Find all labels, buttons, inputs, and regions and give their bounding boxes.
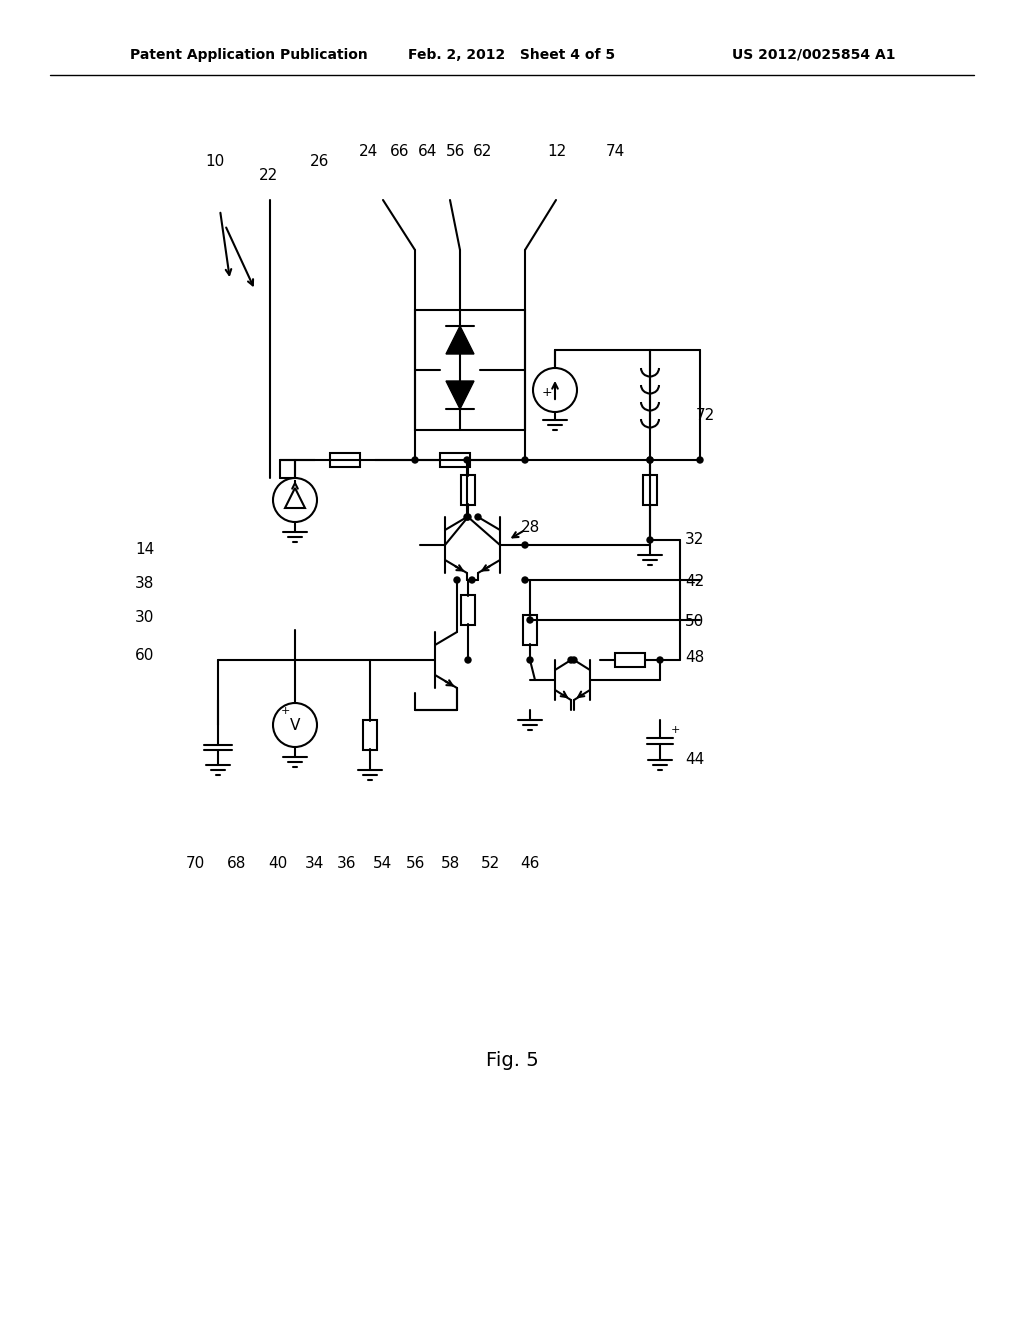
Text: 14: 14 [135, 543, 155, 557]
Text: 58: 58 [440, 855, 460, 870]
Circle shape [568, 657, 574, 663]
Text: 62: 62 [473, 144, 493, 160]
Circle shape [273, 478, 317, 521]
Circle shape [522, 457, 528, 463]
Circle shape [464, 457, 470, 463]
Circle shape [657, 657, 663, 663]
Circle shape [647, 457, 653, 463]
Circle shape [465, 657, 471, 663]
Circle shape [412, 457, 418, 463]
Text: 40: 40 [268, 855, 288, 870]
Circle shape [527, 657, 534, 663]
Text: 12: 12 [548, 144, 566, 160]
Text: 66: 66 [390, 144, 410, 160]
Text: V: V [290, 718, 300, 733]
Text: +: + [542, 385, 552, 399]
Text: 50: 50 [685, 615, 705, 630]
Text: 30: 30 [135, 610, 155, 626]
Text: 60: 60 [135, 648, 155, 663]
Bar [461, 595, 475, 624]
Text: 28: 28 [520, 520, 540, 536]
Circle shape [534, 368, 577, 412]
Text: +: + [281, 706, 290, 715]
Circle shape [522, 543, 528, 548]
Circle shape [647, 537, 653, 543]
Circle shape [273, 704, 317, 747]
Text: 24: 24 [358, 144, 378, 160]
Text: 26: 26 [310, 154, 330, 169]
Circle shape [469, 577, 475, 583]
Text: 42: 42 [685, 574, 705, 590]
Circle shape [527, 616, 534, 623]
Text: 36: 36 [337, 855, 356, 870]
Circle shape [465, 513, 471, 520]
Bar [523, 615, 537, 645]
Text: 22: 22 [258, 168, 278, 182]
Text: 48: 48 [685, 651, 705, 665]
Bar [415, 310, 525, 430]
Text: 54: 54 [373, 855, 391, 870]
Circle shape [464, 513, 470, 520]
Bar [643, 475, 657, 506]
Bar [362, 719, 377, 750]
Text: 64: 64 [419, 144, 437, 160]
Text: 44: 44 [685, 752, 705, 767]
Circle shape [647, 457, 653, 463]
Circle shape [522, 577, 528, 583]
Bar [440, 453, 470, 467]
Text: Patent Application Publication: Patent Application Publication [130, 48, 368, 62]
Text: 10: 10 [206, 154, 224, 169]
Circle shape [697, 457, 703, 463]
Text: Feb. 2, 2012   Sheet 4 of 5: Feb. 2, 2012 Sheet 4 of 5 [409, 48, 615, 62]
Text: 52: 52 [480, 855, 500, 870]
Text: 46: 46 [520, 855, 540, 870]
Bar [461, 475, 475, 506]
Circle shape [571, 657, 577, 663]
Text: +: + [671, 725, 680, 735]
Circle shape [454, 577, 460, 583]
Text: 32: 32 [685, 532, 705, 548]
Text: Fig. 5: Fig. 5 [485, 1051, 539, 1069]
Text: US 2012/0025854 A1: US 2012/0025854 A1 [731, 48, 895, 62]
Text: 68: 68 [227, 855, 247, 870]
Text: 56: 56 [407, 855, 426, 870]
Text: 34: 34 [304, 855, 324, 870]
Polygon shape [446, 326, 474, 354]
Text: 74: 74 [605, 144, 625, 160]
Text: 38: 38 [135, 576, 155, 590]
Bar [615, 653, 645, 667]
Text: 56: 56 [446, 144, 466, 160]
Text: 70: 70 [185, 855, 205, 870]
Text: 72: 72 [695, 408, 715, 422]
Polygon shape [446, 381, 474, 409]
Circle shape [475, 513, 481, 520]
Bar [330, 453, 360, 467]
